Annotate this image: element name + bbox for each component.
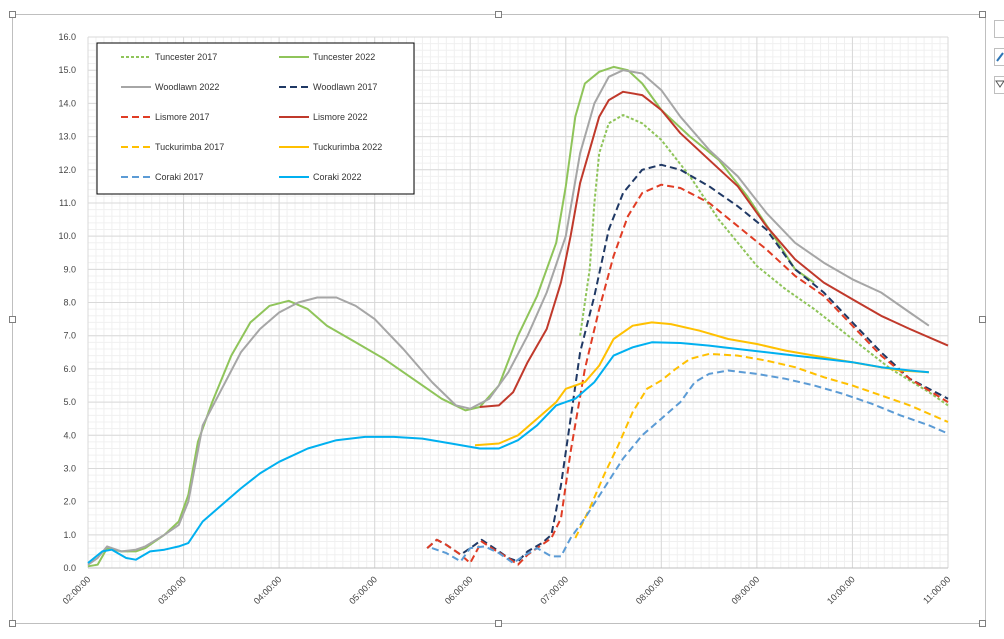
y-tick-label: 8.0 <box>63 298 76 308</box>
x-tick-label: 05:00:00 <box>347 574 379 606</box>
y-tick-label: 12.0 <box>58 165 76 175</box>
x-tick-label: 08:00:00 <box>634 574 666 606</box>
legend-label-0: Tuncester 2017 <box>155 52 217 62</box>
series-line-8[interactable] <box>431 369 949 564</box>
x-tick-label: 03:00:00 <box>156 574 188 606</box>
y-tick-label: 7.0 <box>63 331 76 341</box>
resize-handle-middle-right[interactable] <box>979 316 986 323</box>
series-line-9[interactable] <box>87 341 929 564</box>
series-line-0[interactable] <box>579 114 949 407</box>
x-tick-label: 11:00:00 <box>921 574 952 605</box>
chart-styles-button[interactable] <box>994 48 1004 66</box>
y-tick-label: 5.0 <box>63 397 76 407</box>
series-line-6[interactable] <box>574 352 949 539</box>
series-line-1[interactable] <box>87 65 815 568</box>
legend-label-5: Lismore 2022 <box>313 112 368 122</box>
x-tick-label: 06:00:00 <box>443 574 475 606</box>
x-tick-label: 04:00:00 <box>252 574 284 606</box>
resize-handle-top-left[interactable] <box>9 11 16 18</box>
y-tick-label: 2.0 <box>63 497 76 507</box>
series-line-3[interactable] <box>426 163 949 563</box>
legend-label-7: Tuckurimba 2022 <box>313 142 382 152</box>
y-tick-label: 15.0 <box>58 65 76 75</box>
resize-handle-bottom-left[interactable] <box>9 620 16 627</box>
x-axis: 02:00:00 03:00:00 04:00:00 05:00:00 06:00:00… <box>61 567 952 606</box>
legend-label-4: Lismore 2017 <box>155 112 210 122</box>
y-tick-label: 11.0 <box>59 198 76 208</box>
resize-handle-bottom-right[interactable] <box>979 620 986 627</box>
y-tick-label: 6.0 <box>63 364 76 374</box>
x-tick-label: 09:00:00 <box>729 574 761 606</box>
y-axis: 0.0 1.0 2.0 3.0 4.0 5.0 6.0 7.0 8.0 9.0 10.0 11.0 12… <box>58 32 76 573</box>
resize-handle-top-right[interactable] <box>979 11 986 18</box>
y-tick-label: 10.0 <box>58 231 76 241</box>
legend-label-6: Tuckurimba 2017 <box>155 142 224 152</box>
resize-handle-top-center[interactable] <box>495 11 502 18</box>
resize-handle-middle-left[interactable] <box>9 316 16 323</box>
brush-icon <box>996 52 1004 62</box>
series-line-7[interactable] <box>474 321 929 447</box>
y-tick-label: 0.0 <box>63 563 76 573</box>
legend-box <box>96 42 415 195</box>
y-tick-label: 3.0 <box>63 463 76 473</box>
y-tick-label: 16.0 <box>58 32 76 42</box>
legend-label-2: Woodlawn 2022 <box>155 82 219 92</box>
filter-icon <box>995 80 1004 88</box>
chart-filters-button[interactable] <box>994 76 1004 94</box>
x-tick-label: 10:00:00 <box>825 574 857 606</box>
legend-label-1: Tuncester 2022 <box>313 52 375 62</box>
legend-label-3: Woodlawn 2017 <box>313 82 377 92</box>
legend[interactable]: Tuncester 2017 Tuncester 2022 Woodlawn 202… <box>96 42 415 195</box>
y-tick-label: 4.0 <box>63 430 76 440</box>
y-tick-label: 9.0 <box>63 264 76 274</box>
y-tick-label: 1.0 <box>63 530 76 540</box>
plot-series <box>87 65 949 568</box>
resize-handle-bottom-center[interactable] <box>495 620 502 627</box>
y-tick-label: 14.0 <box>58 98 76 108</box>
series-line-2[interactable] <box>87 69 930 566</box>
series-line-4[interactable] <box>426 183 949 566</box>
series-line-5[interactable] <box>479 90 949 408</box>
chart-elements-button[interactable] <box>994 20 1004 38</box>
x-tick-label: 07:00:00 <box>538 574 570 606</box>
y-tick-label: 13.0 <box>58 132 76 142</box>
x-tick-label: 02:00:00 <box>61 574 93 606</box>
legend-label-9: Coraki 2022 <box>313 172 362 182</box>
legend-label-8: Coraki 2017 <box>155 172 204 182</box>
